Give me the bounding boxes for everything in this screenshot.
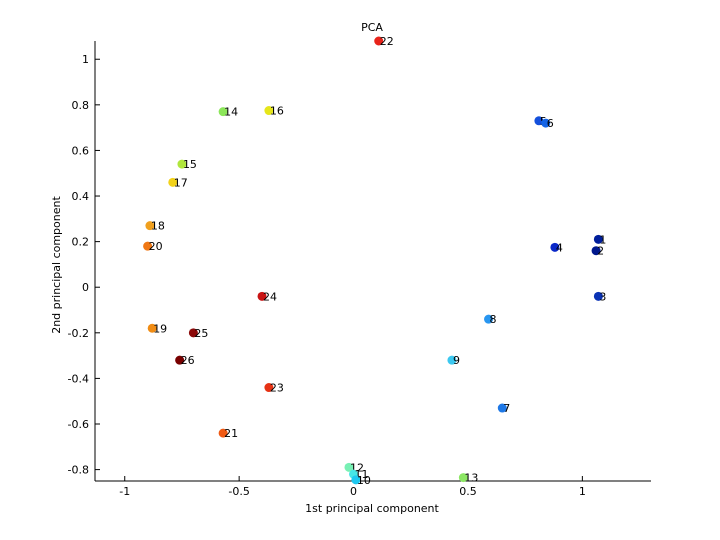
data-point — [550, 242, 560, 252]
x-tick-label: 0.5 — [459, 485, 477, 498]
data-point-label: 24 — [263, 290, 277, 303]
data-point — [534, 116, 544, 126]
plot-area — [94, 41, 651, 482]
data-point — [175, 355, 185, 365]
data-point-label: 20 — [149, 240, 163, 253]
data-point — [177, 159, 187, 169]
data-point — [374, 36, 384, 46]
data-point — [591, 246, 601, 256]
data-point — [218, 428, 228, 438]
x-tick-label: -0.5 — [228, 485, 249, 498]
y-tick-label: -0.8 — [68, 464, 89, 477]
y-tick-label: 0 — [82, 281, 89, 294]
data-point — [497, 403, 507, 413]
data-point-label: 18 — [151, 220, 165, 233]
data-point-label: 1 — [599, 233, 606, 246]
data-point — [484, 314, 494, 324]
y-tick-label: 0.2 — [72, 236, 90, 249]
data-point-label: 10 — [357, 474, 371, 487]
data-point — [168, 177, 178, 187]
data-point — [593, 234, 603, 244]
y-tick-label: -0.4 — [68, 372, 89, 385]
y-axis-label: 2nd principal component — [50, 196, 63, 334]
data-point — [447, 355, 457, 365]
data-point-label: 14 — [224, 106, 238, 119]
data-points: 2214161517182024192526232112111013561423… — [143, 35, 606, 487]
data-point — [257, 291, 267, 301]
data-point-label: 6 — [547, 117, 554, 130]
data-point-label: 23 — [270, 382, 284, 395]
data-point — [264, 106, 274, 116]
data-point-label: 4 — [556, 241, 563, 254]
data-point-label: 21 — [224, 427, 238, 440]
x-tick-label: -1 — [119, 485, 130, 498]
data-point-label: 3 — [599, 290, 606, 303]
data-point-label: 9 — [453, 354, 460, 367]
x-axis-label: 1st principal component — [305, 502, 439, 515]
y-tick-label: 1 — [82, 53, 89, 66]
data-point-label: 17 — [174, 176, 188, 189]
data-point — [344, 462, 354, 472]
y-tick-label: 0.4 — [72, 190, 90, 203]
data-point — [147, 323, 157, 333]
data-point-label: 2 — [597, 245, 604, 258]
data-point — [264, 383, 274, 393]
data-point-label: 8 — [490, 313, 497, 326]
data-point — [541, 118, 551, 128]
x-tick-label: 1 — [579, 485, 586, 498]
data-point — [593, 291, 603, 301]
data-point-label: 19 — [153, 322, 167, 335]
y-tick-label: -0.6 — [68, 418, 89, 431]
data-point-label: 25 — [194, 327, 208, 340]
axis-ticks: -1 -0.5 0 0.5 1 -0.8 -0.6 -0.4 -0.2 0 0.2 0.4 0.6 0.8… — [68, 53, 586, 498]
data-point-label: 26 — [181, 354, 195, 367]
x-tick-label: 0 — [350, 485, 357, 498]
data-point — [218, 107, 228, 117]
data-point — [458, 473, 468, 483]
chart-title: PCA — [361, 21, 383, 34]
data-point-label: 22 — [380, 35, 394, 48]
y-tick-label: -0.2 — [68, 327, 89, 340]
y-tick-label: 0.6 — [72, 144, 90, 157]
data-point — [143, 241, 153, 251]
data-point — [145, 221, 155, 231]
data-point-label: 7 — [503, 402, 510, 415]
data-point-label: 16 — [270, 105, 284, 118]
data-point — [351, 475, 361, 485]
data-point-label: 15 — [183, 158, 197, 171]
data-point-label: 13 — [464, 472, 478, 485]
y-tick-label: 0.8 — [72, 99, 90, 112]
data-point — [188, 328, 198, 338]
